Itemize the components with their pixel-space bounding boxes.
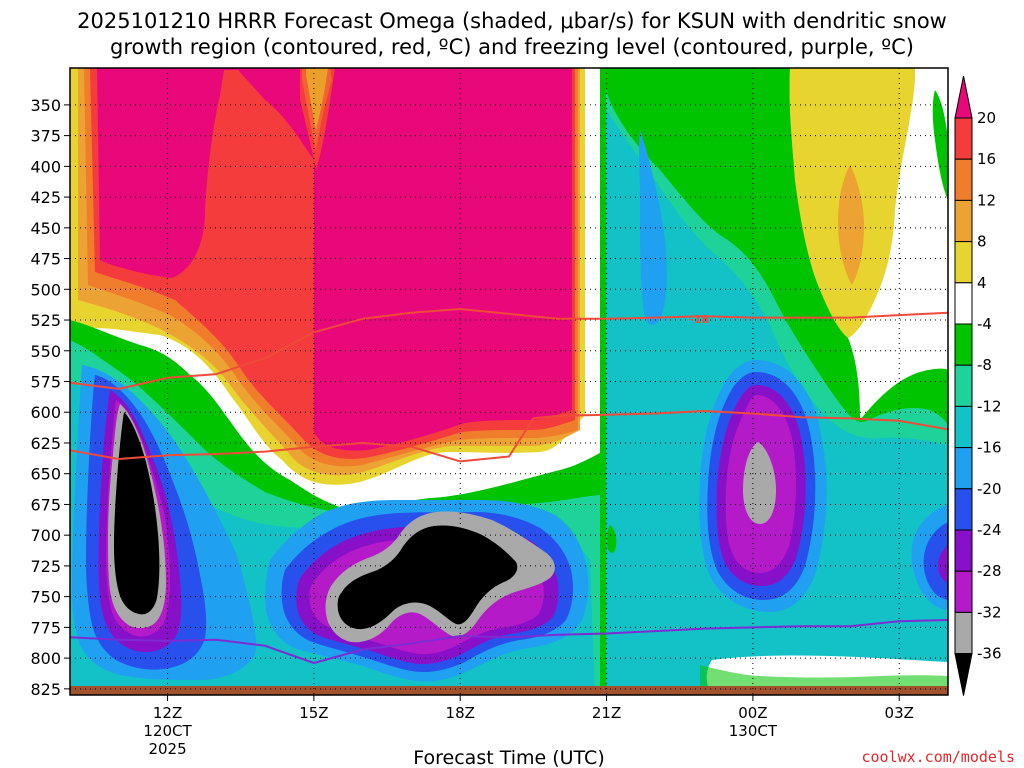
colorbar-label: -24 <box>977 521 1002 539</box>
colorbar-swatch <box>954 117 973 160</box>
dgz-contour-line <box>69 308 949 390</box>
y-tick-label: 650 <box>30 465 61 484</box>
colorbar-label: -12 <box>977 397 1002 415</box>
omega-lower-right-green <box>700 665 948 690</box>
colorbar-swatch <box>954 241 973 284</box>
y-tick-label: 825 <box>30 680 61 699</box>
colorbar-swatch <box>954 199 973 243</box>
colorbar-swatch <box>954 158 973 201</box>
omega-neg-mid-core <box>337 525 518 630</box>
colorbar-swatch <box>954 282 973 325</box>
omega-pos-upper-left-20 <box>97 68 572 451</box>
terrain-strip <box>70 686 948 695</box>
colorbar-swatch <box>954 488 973 531</box>
omega-neg-right-20 <box>639 130 667 325</box>
x-tick-label: 21Z <box>592 704 621 722</box>
y-tick-label: 750 <box>30 588 61 607</box>
y-axis: 350 375 400 425 450 475 500 525 550 575 600 625 650 6… <box>30 96 70 699</box>
colorbar-label: -32 <box>977 603 1002 621</box>
colorbar-swatch <box>954 323 973 366</box>
omega-neg-far-right-28 <box>938 545 948 583</box>
contour-label: -18 <box>689 313 709 326</box>
x-tick-date: 130CT <box>729 722 778 740</box>
chart-title-line1: 2025101210 HRRR Forecast Omega (shaded, … <box>77 9 947 33</box>
y-tick-label: 775 <box>30 618 61 637</box>
x-tick-label: 18Z <box>446 704 475 722</box>
x-tick-label: 03Z <box>885 704 914 722</box>
colorbar-bottom-arrow <box>954 653 973 696</box>
contours: -18 <box>69 308 949 664</box>
dgz-contour-line <box>69 410 949 463</box>
x-axis-label: Forecast Time (UTC) <box>413 747 604 768</box>
omega-shading <box>70 68 948 695</box>
omega-pos-notch-8 <box>302 68 332 150</box>
y-tick-label: 475 <box>30 250 61 269</box>
omega-neg-far-right-24 <box>923 522 948 600</box>
omega-neg-left-core <box>114 412 160 615</box>
y-tick-label: 425 <box>30 188 61 207</box>
colorbar-label: 4 <box>977 274 987 292</box>
x-tick-label: 15Z <box>299 704 328 722</box>
credit-text: coolwx.com/models <box>861 748 1015 766</box>
colorbar-label: 20 <box>977 109 996 127</box>
colorbar-label: 12 <box>977 191 996 209</box>
colorbar-label: -16 <box>977 439 1002 457</box>
y-tick-label: 450 <box>30 219 61 238</box>
colorbar-swatch <box>954 570 973 613</box>
colorbar-top-arrow <box>954 75 973 119</box>
colorbar-label: -36 <box>977 645 1002 663</box>
colorbar-label: -20 <box>977 480 1002 498</box>
y-tick-label: 500 <box>30 280 61 299</box>
colorbar-swatch <box>954 611 973 655</box>
y-tick-label: 675 <box>30 495 61 514</box>
omega-neg-far-right-edge <box>932 90 948 200</box>
omega-neg-right-core-36 <box>743 442 776 524</box>
x-tick-label: 12Z <box>153 704 182 722</box>
colorbar-label: 8 <box>977 233 987 251</box>
colorbar-label: -8 <box>977 356 992 374</box>
colorbar-label: -28 <box>977 562 1002 580</box>
y-tick-label: 600 <box>30 403 61 422</box>
y-tick-label: 350 <box>30 96 61 115</box>
y-tick-label: 625 <box>30 434 61 453</box>
y-tick-label: 725 <box>30 557 61 576</box>
y-tick-label: 375 <box>30 127 61 146</box>
y-tick-label: 800 <box>30 649 61 668</box>
colorbar-swatch <box>954 364 973 407</box>
colorbar: 20 16 12 8 4 -4 -8 -12 -16 -20 -24 -28 -32 -36 <box>954 75 1002 696</box>
omega-pos-upper-right-8 <box>838 165 864 285</box>
colorbar-swatch <box>954 447 973 490</box>
x-tick-year: 2025 <box>148 740 186 758</box>
x-tick-label: 00Z <box>738 704 767 722</box>
y-tick-label: 700 <box>30 526 61 545</box>
omega-neg-mid-small <box>606 525 617 553</box>
colorbar-label: -4 <box>977 315 992 333</box>
freezing-level-line <box>69 619 949 664</box>
colorbar-label: 16 <box>977 150 996 168</box>
colorbar-swatch <box>954 529 973 572</box>
x-tick-date: 120CT <box>143 722 192 740</box>
y-tick-label: 575 <box>30 373 61 392</box>
y-tick-label: 525 <box>30 311 61 330</box>
chart-title-line2: growth region (contoured, red, ºC) and f… <box>110 35 914 59</box>
colorbar-swatch <box>954 405 973 449</box>
y-tick-label: 550 <box>30 342 61 361</box>
y-tick-label: 400 <box>30 157 61 176</box>
